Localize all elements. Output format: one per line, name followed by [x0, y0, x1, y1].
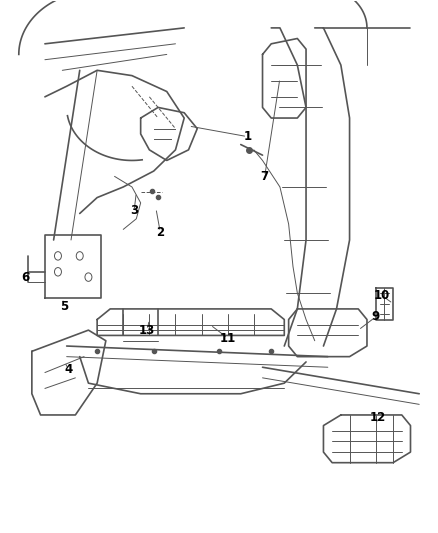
Text: 13: 13 [139, 324, 155, 337]
Text: 4: 4 [65, 364, 73, 376]
Text: 1: 1 [243, 130, 251, 143]
Text: 2: 2 [156, 225, 164, 239]
Text: 12: 12 [370, 411, 386, 424]
Text: 6: 6 [21, 271, 29, 284]
Text: 11: 11 [219, 332, 236, 344]
Text: 7: 7 [261, 170, 269, 183]
Text: 3: 3 [130, 204, 138, 217]
Text: 10: 10 [374, 289, 390, 302]
Text: 9: 9 [371, 310, 380, 324]
Text: 5: 5 [60, 300, 69, 313]
